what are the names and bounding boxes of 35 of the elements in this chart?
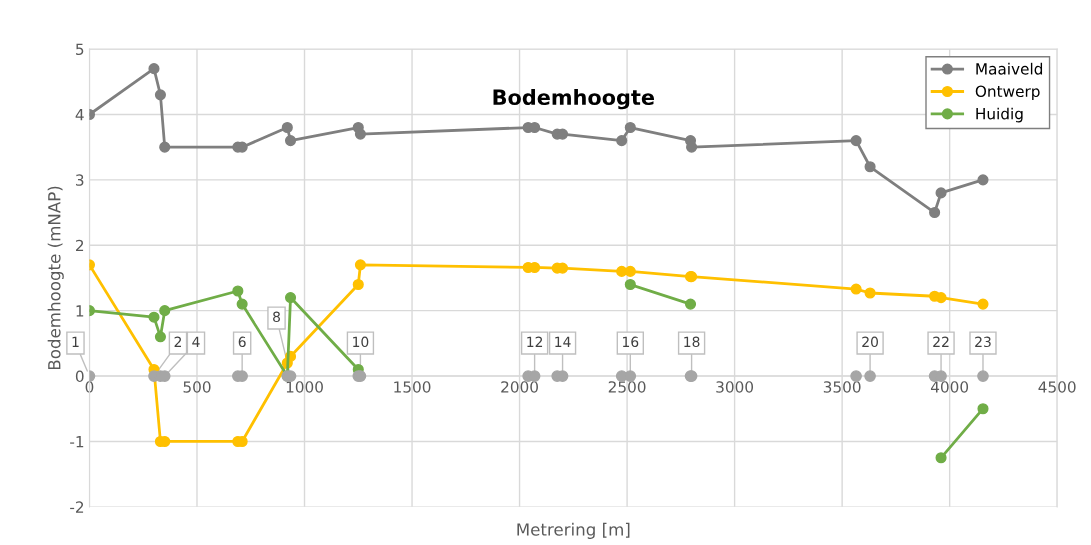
legend-label: Huidig bbox=[976, 107, 1023, 123]
annotation: 4 bbox=[192, 336, 200, 347]
annotation: 10 bbox=[353, 336, 369, 348]
x-axis-title: Metrering [m] bbox=[517, 522, 630, 539]
annotation: 22 bbox=[933, 336, 949, 347]
annotation: 2 bbox=[174, 336, 181, 347]
x-tick-label: 2000 bbox=[501, 381, 538, 393]
y-axis-title: Bodemhoogte (mNAP) bbox=[47, 186, 64, 370]
x-tick-label: 3500 bbox=[823, 381, 861, 393]
x-tick-label: 1000 bbox=[286, 381, 323, 393]
annotation: 6 bbox=[238, 336, 246, 348]
annotation: 20 bbox=[862, 336, 878, 348]
y-tick-label: 2 bbox=[76, 239, 84, 252]
annotation: 23 bbox=[975, 336, 991, 348]
y-tick-label: 5 bbox=[76, 43, 84, 56]
x-tick-label: 1500 bbox=[394, 381, 431, 393]
y-tick-label: 3 bbox=[76, 174, 84, 186]
x-tick-label: 2500 bbox=[608, 381, 646, 393]
annotation: 18 bbox=[684, 336, 700, 348]
text: Bodemhoogte bbox=[493, 88, 655, 110]
annotation: 8 bbox=[273, 311, 280, 323]
y-tick-label: -1 bbox=[70, 436, 84, 448]
annotation: 14 bbox=[555, 336, 571, 347]
y-tick-label: 1 bbox=[76, 305, 84, 317]
y-tick-label: -2 bbox=[70, 501, 84, 513]
x-tick-label: 500 bbox=[183, 381, 211, 393]
legend-label: Maaiveld bbox=[976, 62, 1043, 75]
annotation: 16 bbox=[623, 336, 639, 348]
legend-label: Ontwerp bbox=[975, 85, 1040, 101]
annotation: 12 bbox=[527, 336, 543, 347]
y-tick-label: 0 bbox=[75, 370, 84, 383]
x-tick-label: 4500 bbox=[1038, 381, 1076, 393]
x-tick-label: 3000 bbox=[716, 381, 754, 393]
y-tick-label: 4 bbox=[75, 109, 84, 121]
x-tick-label: 4000 bbox=[930, 381, 969, 393]
